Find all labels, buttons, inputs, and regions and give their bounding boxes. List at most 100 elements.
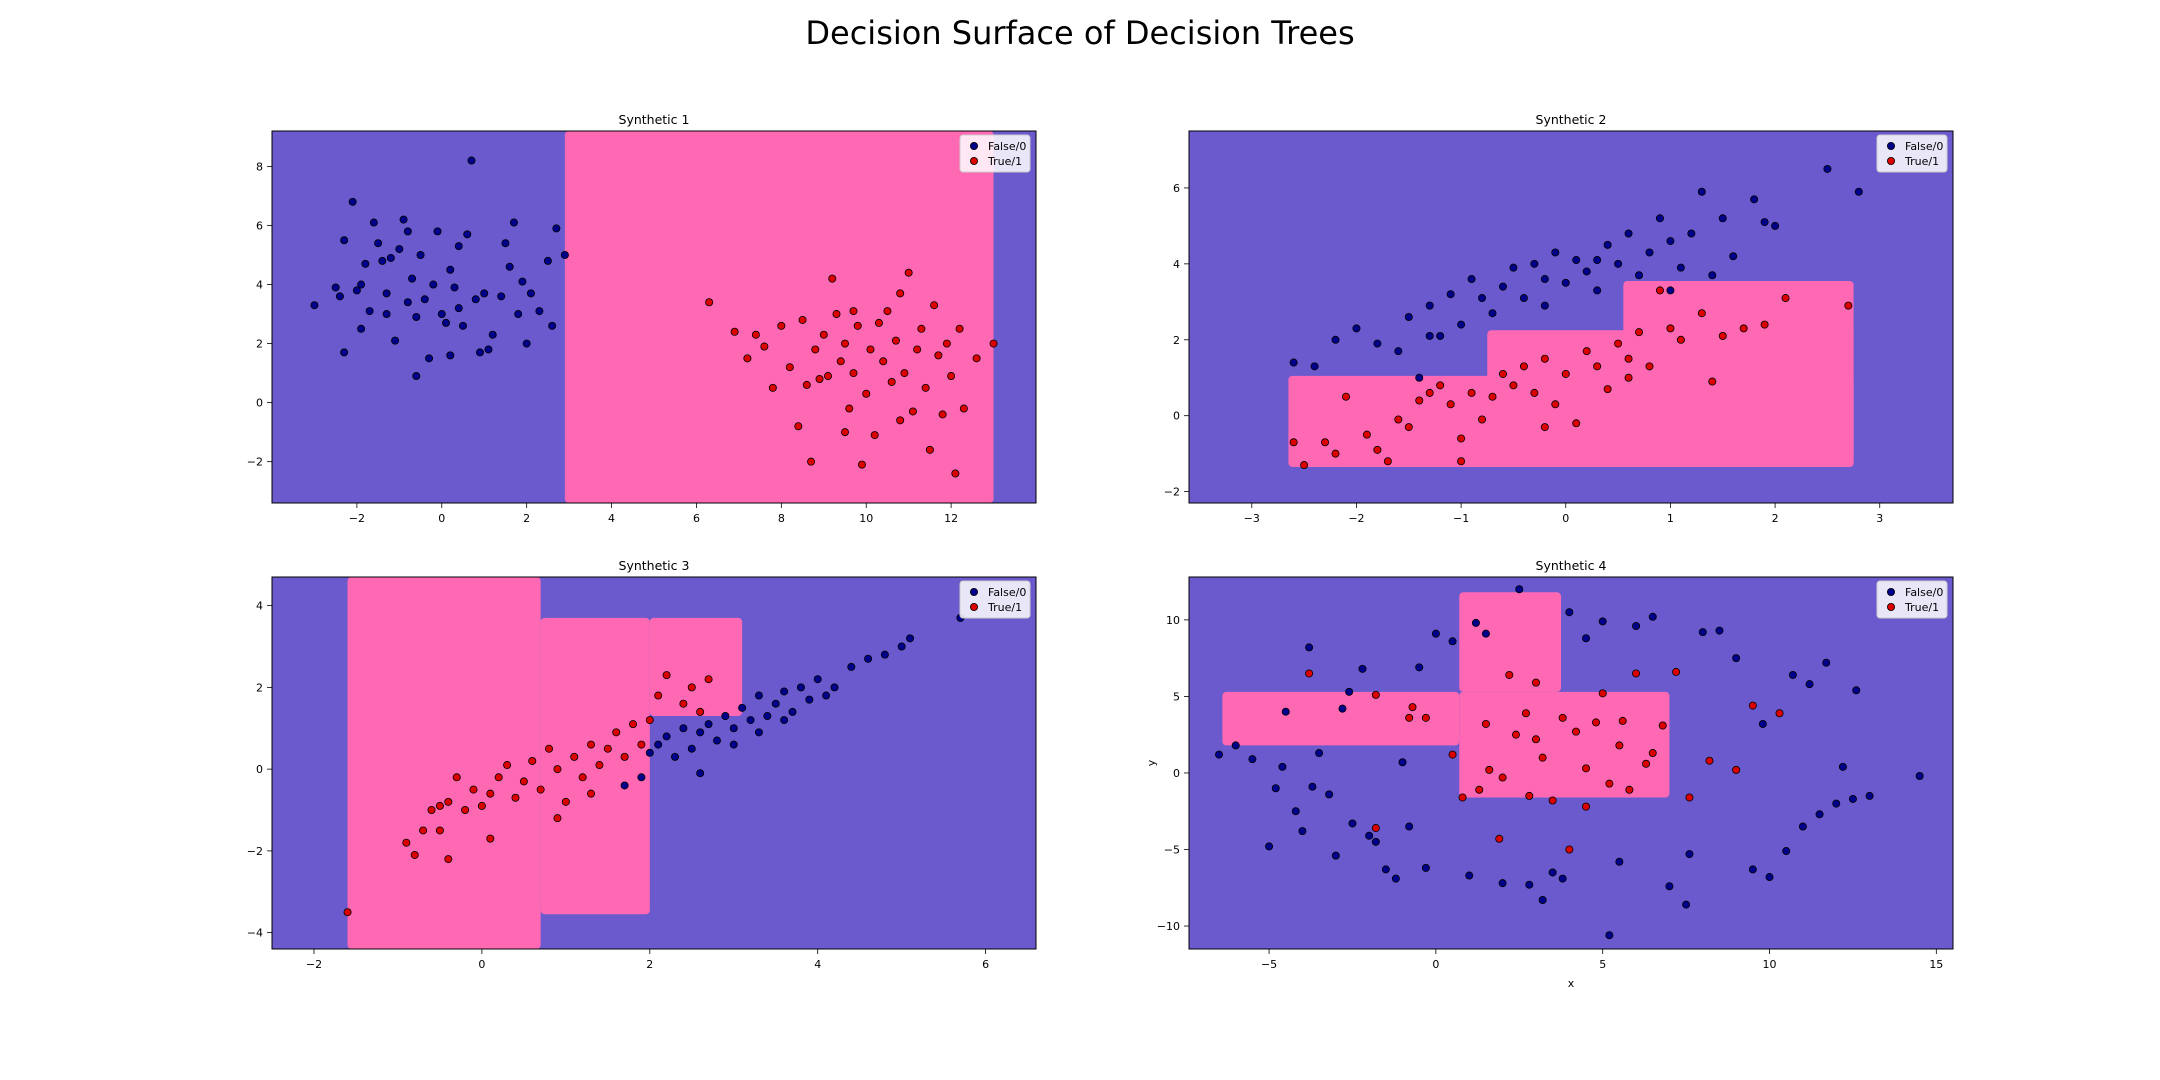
point-false [1854, 187, 1863, 196]
y-tick-label: 4 [256, 600, 263, 613]
point-false [403, 298, 412, 307]
point-false [1308, 782, 1317, 791]
point-false [446, 351, 455, 360]
point-false [446, 265, 455, 274]
point-false [1645, 248, 1654, 257]
point-true [679, 699, 688, 708]
point-false [310, 301, 319, 310]
point-false [1271, 784, 1280, 793]
y-tick-label: −2 [247, 845, 263, 858]
point-false [348, 197, 357, 206]
point-false [386, 253, 395, 262]
point-true [553, 765, 562, 774]
point-false [906, 634, 915, 643]
point-true [730, 327, 739, 336]
point-false [1648, 612, 1657, 621]
point-true [807, 457, 816, 466]
point-false [526, 289, 535, 298]
point-true [1458, 793, 1467, 802]
point-false [548, 321, 557, 330]
point-true [1383, 457, 1392, 466]
point-true [811, 345, 820, 354]
x-tick-label: −2 [306, 958, 322, 971]
point-false [357, 280, 366, 289]
point-false [1348, 819, 1357, 828]
point-false [1498, 879, 1507, 888]
point-true [896, 289, 905, 298]
point-false [1822, 658, 1831, 667]
point-true [862, 389, 871, 398]
point-true [587, 789, 596, 798]
point-true [427, 806, 436, 815]
point-true [1645, 362, 1654, 371]
point-false [1538, 896, 1547, 905]
point-true [1305, 669, 1314, 678]
point-false [1708, 271, 1717, 280]
point-false [369, 218, 378, 227]
decision-regions-true [347, 577, 743, 949]
point-false [437, 310, 446, 319]
point-true [1551, 400, 1560, 409]
point-true [896, 416, 905, 425]
point-false [1582, 267, 1591, 276]
point-false [501, 239, 510, 248]
point-true [1531, 735, 1540, 744]
point-false [1381, 865, 1390, 874]
x-tick-label: 2 [1772, 512, 1779, 525]
legend-marker-false [1887, 588, 1896, 597]
point-true [874, 318, 883, 327]
decision-region-true [1459, 691, 1670, 798]
x-tick-label: −2 [1348, 512, 1364, 525]
point-true [1485, 765, 1494, 774]
point-false [399, 215, 408, 224]
point-true [1481, 719, 1490, 728]
point-true [1511, 730, 1520, 739]
point-true [1676, 335, 1685, 344]
point-false [374, 239, 383, 248]
point-true [849, 369, 858, 378]
point-true [1658, 721, 1667, 730]
point-false [1852, 686, 1861, 695]
point-false [729, 740, 738, 749]
point-true [743, 354, 752, 363]
point-true [1498, 369, 1507, 378]
point-true [1300, 461, 1309, 470]
point-false [1865, 791, 1874, 800]
legend-label: False/0 [1905, 586, 1943, 599]
point-false [1310, 362, 1319, 371]
point-false [662, 732, 671, 741]
point-false [425, 354, 434, 363]
y-tick-label: −2 [247, 456, 263, 469]
point-true [1705, 756, 1714, 765]
point-false [1565, 608, 1574, 617]
point-false [670, 752, 679, 761]
point-false [1358, 664, 1367, 673]
point-false [1436, 331, 1445, 340]
point-false [822, 691, 831, 700]
point-true [989, 339, 998, 348]
decision-regions-true [1288, 280, 1854, 467]
point-false [1540, 301, 1549, 310]
point-false [1331, 335, 1340, 344]
point-false [1682, 900, 1691, 909]
point-false [1471, 618, 1480, 627]
point-true [815, 374, 824, 383]
x-tick-label: 12 [944, 512, 958, 525]
point-false [1291, 807, 1300, 816]
point-false [679, 724, 688, 733]
point-true [1404, 423, 1413, 432]
y-tick-label: 10 [1166, 614, 1180, 627]
point-false [1635, 271, 1644, 280]
point-true [1615, 741, 1624, 750]
point-false [1685, 850, 1694, 859]
legend-marker-true [970, 603, 979, 612]
point-false [1605, 931, 1614, 940]
point-true [1448, 750, 1457, 759]
point-true [883, 307, 892, 316]
point-false [361, 259, 370, 268]
point-false [1748, 865, 1757, 874]
legend-label: True/1 [987, 601, 1022, 614]
legend-marker-false [970, 588, 979, 597]
point-false [704, 720, 713, 729]
